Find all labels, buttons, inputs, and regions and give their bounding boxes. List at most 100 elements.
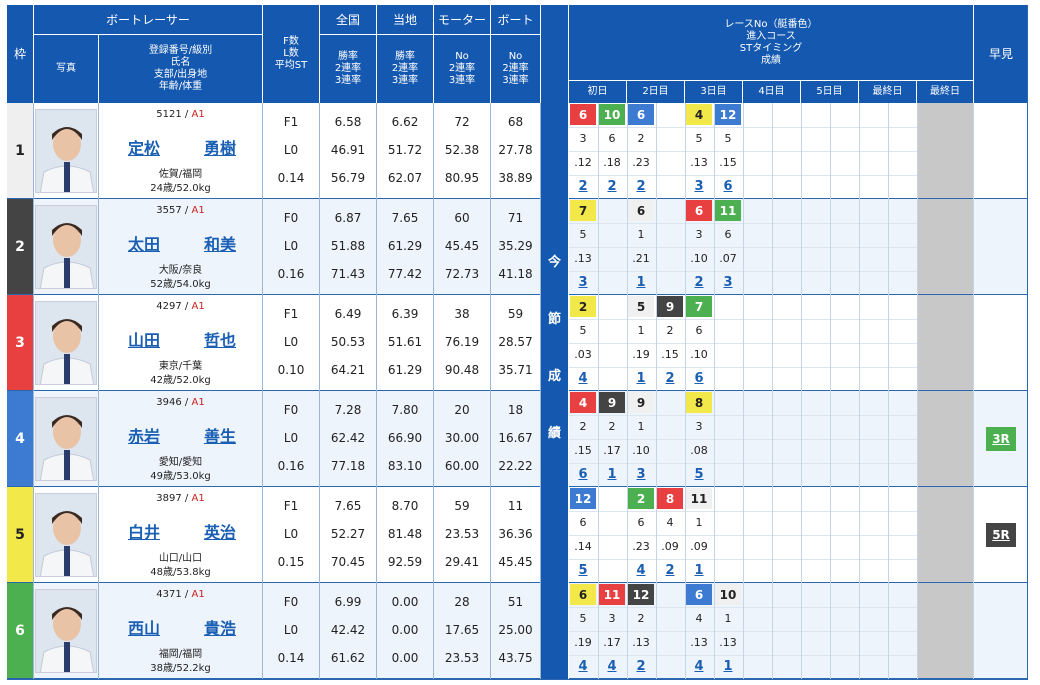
f-l-st-3: 0.16 [277, 267, 305, 281]
racer-row [34, 583, 541, 679]
racer-reg: 4297 / A1 [99, 301, 262, 312]
race-result-link[interactable]: 2 [607, 179, 617, 194]
racer-photo [35, 301, 97, 385]
tochi-rate-3: 0.00 [391, 651, 419, 665]
st-timing: .23 [632, 540, 650, 553]
row-divider [569, 486, 1028, 487]
race-number-badge: 11 [686, 488, 712, 509]
race-result-link[interactable]: 2 [636, 659, 646, 674]
zenkoku-rate-1: 6.87 [334, 211, 362, 225]
tochi-rate-1: 6.62 [391, 115, 419, 129]
racer-name-link[interactable]: 山田 哲也 [128, 327, 236, 351]
race-result-link[interactable]: 5 [578, 563, 588, 578]
racer-name-link[interactable]: 西山 貴浩 [128, 615, 236, 639]
race-result-link[interactable]: 3 [694, 179, 704, 194]
racer-photo [35, 397, 97, 481]
race-number-badge: 12 [628, 584, 654, 605]
race-number-badge: 9 [599, 392, 625, 413]
motor-rate-3: 29.41 [444, 555, 480, 569]
race-number-badge: 2 [570, 296, 596, 317]
race-result-link[interactable]: 1 [694, 563, 704, 578]
racer-name-link[interactable]: 赤岩 善生 [128, 423, 236, 447]
header-day-5-line: 5日目 [816, 86, 843, 97]
race-result-link[interactable]: 1 [723, 659, 733, 674]
header-day-4: 4日目 [743, 81, 800, 103]
header-day-2-line: 2日目 [642, 86, 669, 97]
st-timing: .14 [574, 540, 592, 553]
race-result-link[interactable]: 2 [636, 179, 646, 194]
race-result-link[interactable]: 3 [723, 275, 733, 290]
entry-course: 5 [724, 132, 732, 145]
race-result-link[interactable]: 2 [694, 275, 704, 290]
reg-sep: / [181, 397, 192, 408]
column-line [433, 103, 434, 680]
race-number-badge: 8 [657, 488, 683, 509]
racer-name-link[interactable]: 白井 英治 [128, 519, 236, 543]
header-tochi-rates: 勝率 2連率 3連率 [377, 35, 433, 103]
race-result-link[interactable]: 5 [694, 467, 704, 482]
race-result-link[interactable]: 6 [694, 371, 704, 386]
f-l-st-1: F0 [283, 211, 299, 225]
race-result-link[interactable]: 4 [578, 371, 588, 386]
race-column-line [917, 103, 918, 680]
race-result-link[interactable]: 1 [636, 371, 646, 386]
race-result-link[interactable]: 1 [607, 467, 617, 482]
racer-row [34, 391, 541, 487]
racer-name-link[interactable]: 定松 勇樹 [128, 135, 236, 159]
tochi-rate-3: 62.07 [387, 171, 423, 185]
entry-course: 3 [579, 132, 587, 145]
header-boat-rates: No 2連率 3連率 [491, 35, 540, 103]
row-divider [569, 198, 1028, 199]
racer-branch: 大阪/奈良 [158, 265, 203, 276]
gray-column [917, 487, 973, 583]
boat-rate-2: 28.57 [498, 335, 533, 349]
st-timing: .10 [690, 252, 708, 265]
waku-number: 3 [7, 295, 33, 391]
racer-row [34, 295, 541, 391]
entry-course: 1 [637, 420, 645, 433]
racer-family-name: 山田 [128, 331, 161, 350]
header-racer-info: 登録番号/級別 氏名 支部/出身地 年齢/体重 [99, 35, 262, 103]
racer-family-name: 太田 [128, 235, 161, 254]
motor-rate-2: 52.38 [444, 143, 480, 157]
gray-column [917, 103, 973, 199]
race-result-link[interactable]: 4 [636, 563, 646, 578]
gray-column [917, 583, 973, 679]
zenkoku-rate-3: 77.18 [330, 459, 366, 473]
row-divider [569, 294, 1028, 295]
race-result-link[interactable]: 6 [578, 467, 588, 482]
entry-course: 3 [695, 228, 703, 241]
race-result-link[interactable]: 2 [665, 563, 675, 578]
st-timing: .15 [661, 348, 679, 361]
header-tochi: 当地 [377, 5, 433, 34]
race-result-link[interactable]: 3 [636, 467, 646, 482]
st-timing: .15 [574, 444, 592, 457]
tochi-rate-2: 81.48 [387, 527, 423, 541]
race-result-link[interactable]: 3 [578, 275, 588, 290]
st-timing: .18 [603, 156, 621, 169]
hayami-race-link[interactable]: 5R [986, 523, 1016, 547]
race-result-link[interactable]: 6 [723, 179, 733, 194]
race-number-badge: 6 [686, 584, 712, 605]
row-divider [569, 390, 1028, 391]
hayami-race-link[interactable]: 3R [986, 427, 1016, 451]
racer-reg: 5121 / A1 [99, 109, 262, 120]
tochi-rate-2: 51.61 [387, 335, 423, 349]
race-result-link[interactable]: 4 [578, 659, 588, 674]
racer-name-link[interactable]: 太田 和美 [128, 231, 236, 255]
race-result-link[interactable]: 4 [694, 659, 704, 674]
racer-class: A1 [191, 301, 205, 312]
race-result-link[interactable]: 1 [636, 275, 646, 290]
zenkoku-rate-3: 71.43 [330, 267, 366, 281]
entry-course: 2 [608, 420, 616, 433]
st-timing: .07 [719, 252, 737, 265]
entry-course: 1 [695, 516, 703, 529]
race-result-link[interactable]: 2 [578, 179, 588, 194]
race-result-link[interactable]: 2 [665, 371, 675, 386]
row-divider [7, 678, 541, 679]
race-result-link[interactable]: 4 [607, 659, 617, 674]
gray-column [917, 295, 973, 391]
race-number-badge: 9 [657, 296, 683, 317]
zenkoku-rate-2: 52.27 [330, 527, 366, 541]
reg-number: 3946 [156, 397, 182, 408]
